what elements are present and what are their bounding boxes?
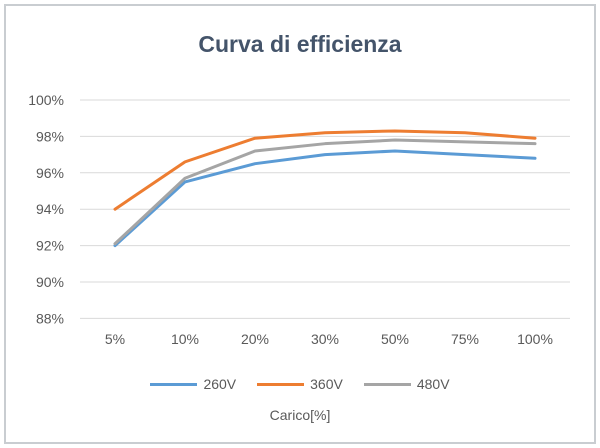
y-tick-label: 88% — [36, 310, 64, 326]
legend-item-480v: 480V — [363, 376, 450, 392]
legend-line-swatch — [363, 382, 411, 386]
x-tick-label: 100% — [517, 331, 553, 347]
legend-line-swatch — [257, 382, 305, 386]
x-tick-label: 20% — [241, 331, 269, 347]
x-tick-label: 30% — [311, 331, 339, 347]
legend: 260V 360V 480V — [0, 376, 600, 392]
legend-label: 360V — [310, 376, 343, 392]
y-tick-label: 100% — [28, 92, 64, 108]
y-tick-label: 96% — [36, 165, 64, 181]
series-line-260v — [113, 149, 537, 248]
x-axis-title: Carico[%] — [269, 407, 331, 423]
y-tick-label: 92% — [36, 238, 64, 254]
series-line-480v — [113, 138, 537, 246]
series-line-360v — [113, 129, 537, 211]
legend-label: 480V — [416, 376, 450, 392]
legend-label: 260V — [203, 376, 237, 392]
x-tick-label: 50% — [381, 331, 409, 347]
legend-item-260v: 260V — [150, 376, 236, 392]
y-tick-label: 90% — [36, 274, 64, 290]
chart-title: Curva di efficienza — [198, 31, 402, 57]
x-tick-label: 75% — [451, 331, 479, 347]
legend-item-360v: 360V — [257, 376, 343, 392]
y-tick-label: 94% — [36, 201, 64, 217]
x-tick-label: 10% — [171, 331, 199, 347]
legend-line-swatch — [150, 382, 198, 386]
x-tick-label: 5% — [105, 331, 125, 347]
y-tick-label: 98% — [36, 128, 64, 144]
